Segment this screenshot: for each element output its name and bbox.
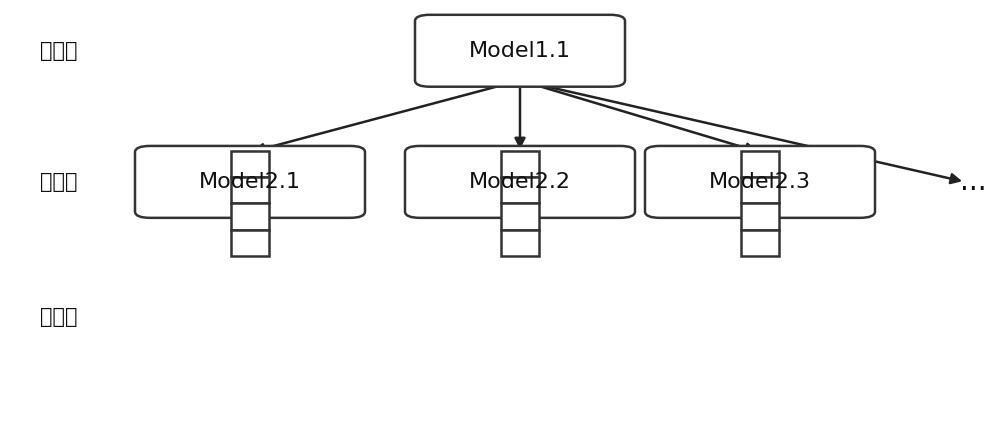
- Bar: [501, 151, 539, 177]
- Text: Model2.2: Model2.2: [469, 172, 571, 192]
- Text: Model2.1: Model2.1: [199, 172, 301, 192]
- Bar: [231, 177, 269, 203]
- Bar: [231, 230, 269, 256]
- Bar: [231, 203, 269, 230]
- Text: 缓存区: 缓存区: [40, 307, 78, 327]
- Bar: [501, 203, 539, 230]
- Text: 第一层: 第一层: [40, 41, 78, 61]
- FancyBboxPatch shape: [405, 146, 635, 218]
- Text: ...: ...: [960, 168, 986, 196]
- FancyBboxPatch shape: [135, 146, 365, 218]
- FancyBboxPatch shape: [415, 15, 625, 87]
- Bar: [741, 177, 779, 203]
- Text: Model2.3: Model2.3: [709, 172, 811, 192]
- Bar: [501, 230, 539, 256]
- Text: Model1.1: Model1.1: [469, 41, 571, 61]
- Bar: [741, 203, 779, 230]
- Bar: [741, 230, 779, 256]
- Bar: [231, 151, 269, 177]
- FancyBboxPatch shape: [645, 146, 875, 218]
- Text: 第二层: 第二层: [40, 172, 78, 192]
- Bar: [501, 177, 539, 203]
- Bar: [741, 151, 779, 177]
